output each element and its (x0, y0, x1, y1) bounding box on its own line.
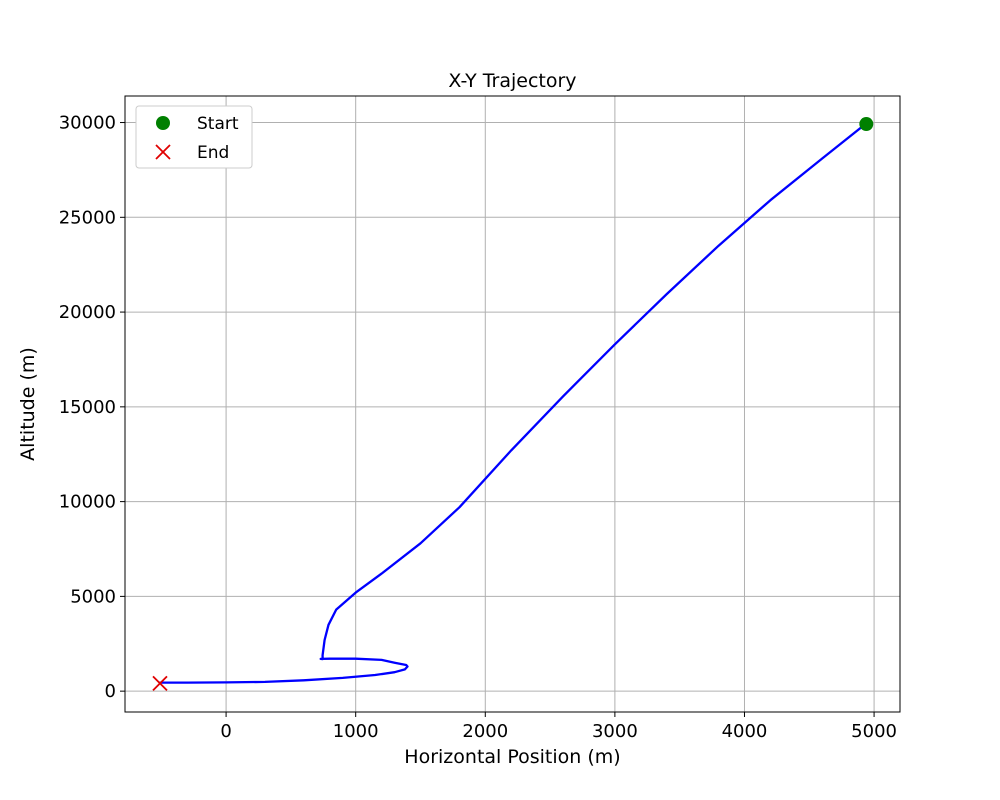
x-tick-label: 5000 (851, 721, 897, 742)
series-layer (158, 123, 867, 684)
y-tick-label: 15000 (59, 397, 116, 418)
y-tick-label: 5000 (70, 586, 116, 607)
x-axis-label: Horizontal Position (m) (404, 746, 620, 768)
start-marker (859, 117, 874, 132)
legend: Start End (135, 105, 253, 169)
legend-start-icon (156, 116, 170, 130)
trajectory-line (158, 123, 867, 684)
legend-end-label: End (197, 143, 229, 163)
x-tick-label: 2000 (462, 721, 508, 742)
x-tick-label: 3000 (592, 721, 638, 742)
end-marker-stroke (152, 675, 168, 692)
y-axis-label: Altitude (m) (17, 347, 39, 461)
x-tick-label: 0 (220, 721, 231, 742)
y-tick-label: 0 (105, 681, 116, 702)
y-tick-label: 20000 (59, 302, 116, 323)
legend-end-icon-stroke (155, 144, 171, 160)
x-tick-label: 1000 (333, 721, 379, 742)
tick-layer: 0 1000 2000 3000 4000 5000 0 5000 10000 15000 2000… (59, 113, 897, 742)
legend-end-icon (155, 144, 171, 160)
legend-start-label: Start (197, 114, 239, 134)
plot-area-frame (124, 95, 901, 713)
grid-layer (125, 96, 900, 712)
chart-title: X-Y Trajectory (448, 70, 576, 92)
y-tick-label: 10000 (59, 492, 116, 513)
end-marker (152, 675, 168, 692)
y-tick-label: 25000 (59, 207, 116, 228)
y-tick-label: 30000 (59, 113, 116, 134)
marker-layer (152, 117, 874, 692)
x-tick-label: 4000 (722, 721, 768, 742)
